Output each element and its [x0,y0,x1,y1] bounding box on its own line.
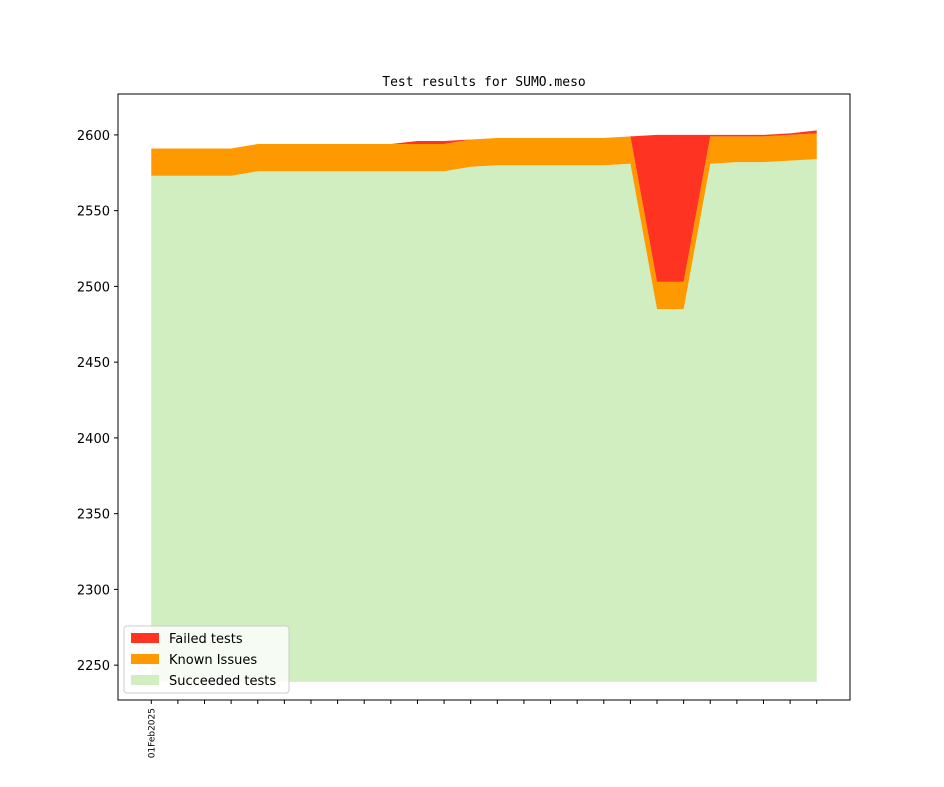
x-axis: 01Feb2025 [147,700,818,758]
y-tick-label: 2600 [77,129,110,144]
y-tick-label: 2450 [77,356,110,371]
legend-label: Succeeded tests [169,674,276,689]
y-tick-label: 2300 [77,583,110,598]
y-axis: 2250 2300 2350 2400 2450 2500 2550 2600 [77,129,118,674]
y-tick-label: 2350 [77,508,110,523]
legend-swatch [131,675,159,685]
legend-swatch [131,654,159,664]
plot-areas [151,130,817,682]
chart-title: Test results for SUMO.meso [382,75,586,90]
legend-swatch [131,633,159,643]
area-known-issues [151,133,817,310]
y-tick-label: 2400 [77,432,110,447]
y-tick-label: 2500 [77,280,110,295]
legend-label: Known Issues [169,653,257,668]
area-failed-tests [151,130,817,282]
x-tick-label: 01Feb2025 [147,708,157,758]
area-succeeded-tests [151,159,817,682]
legend-label: Failed tests [169,632,243,647]
plot-frame [117,93,851,701]
y-tick-label: 2550 [77,205,110,220]
legend-box [123,625,290,694]
legend: Failed tests Known Issues Succeeded tests [123,625,290,694]
y-tick-label: 2250 [77,659,110,674]
